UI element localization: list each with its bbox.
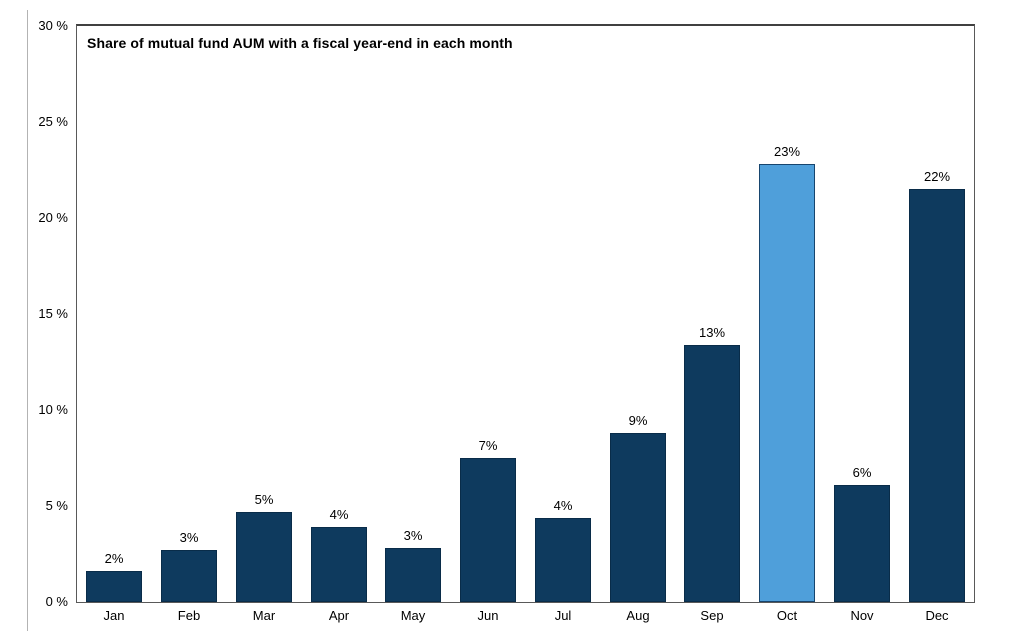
page-left-rule: [27, 10, 28, 631]
bar-value-label: 6%: [852, 465, 872, 480]
x-tick-label: Nov: [850, 608, 874, 623]
bar: [236, 512, 292, 602]
plot-area: Share of mutual fund AUM with a fiscal y…: [76, 24, 975, 603]
x-tick-label: Sep: [700, 608, 724, 623]
bar-highlighted: [759, 164, 815, 602]
y-tick-label: 25 %: [38, 114, 68, 129]
bar: [610, 433, 666, 602]
x-tick-label: May: [400, 608, 426, 623]
bar-value-label: 22%: [923, 169, 951, 184]
bar-value-label: 4%: [329, 507, 349, 522]
x-tick-label: Jun: [477, 608, 499, 623]
x-tick-label: Jan: [103, 608, 125, 623]
y-tick-label: 20 %: [38, 210, 68, 225]
x-tick-label: Aug: [626, 608, 650, 623]
bar-value-label: 2%: [104, 551, 124, 566]
bar-value-label: 3%: [403, 528, 423, 543]
bar-value-label: 13%: [698, 325, 726, 340]
bar: [535, 518, 591, 602]
bar: [460, 458, 516, 602]
x-tick-label: Feb: [177, 608, 201, 623]
y-tick-label: 30 %: [38, 18, 68, 33]
x-tick-label: Oct: [776, 608, 798, 623]
bar: [385, 548, 441, 602]
y-tick-label: 10 %: [38, 402, 68, 417]
bar: [161, 550, 217, 602]
x-tick-label: Dec: [925, 608, 949, 623]
y-tick-label: 0 %: [45, 594, 68, 609]
bar: [834, 485, 890, 602]
bar-value-label: 3%: [179, 530, 199, 545]
bar-value-label: 7%: [478, 438, 498, 453]
x-tick-label: Mar: [252, 608, 276, 623]
bar: [86, 571, 142, 602]
bar-value-label: 4%: [553, 498, 573, 513]
bar: [684, 345, 740, 602]
bar: [909, 189, 965, 602]
chart-title: Share of mutual fund AUM with a fiscal y…: [87, 35, 513, 51]
bar-value-label: 9%: [628, 413, 648, 428]
x-tick-label: Jul: [554, 608, 572, 623]
y-tick-label: 5 %: [45, 498, 68, 513]
y-tick-label: 15 %: [38, 306, 68, 321]
bar-value-label: 23%: [773, 144, 801, 159]
bar-value-label: 5%: [254, 492, 274, 507]
bar: [311, 527, 367, 602]
x-tick-label: Apr: [328, 608, 350, 623]
